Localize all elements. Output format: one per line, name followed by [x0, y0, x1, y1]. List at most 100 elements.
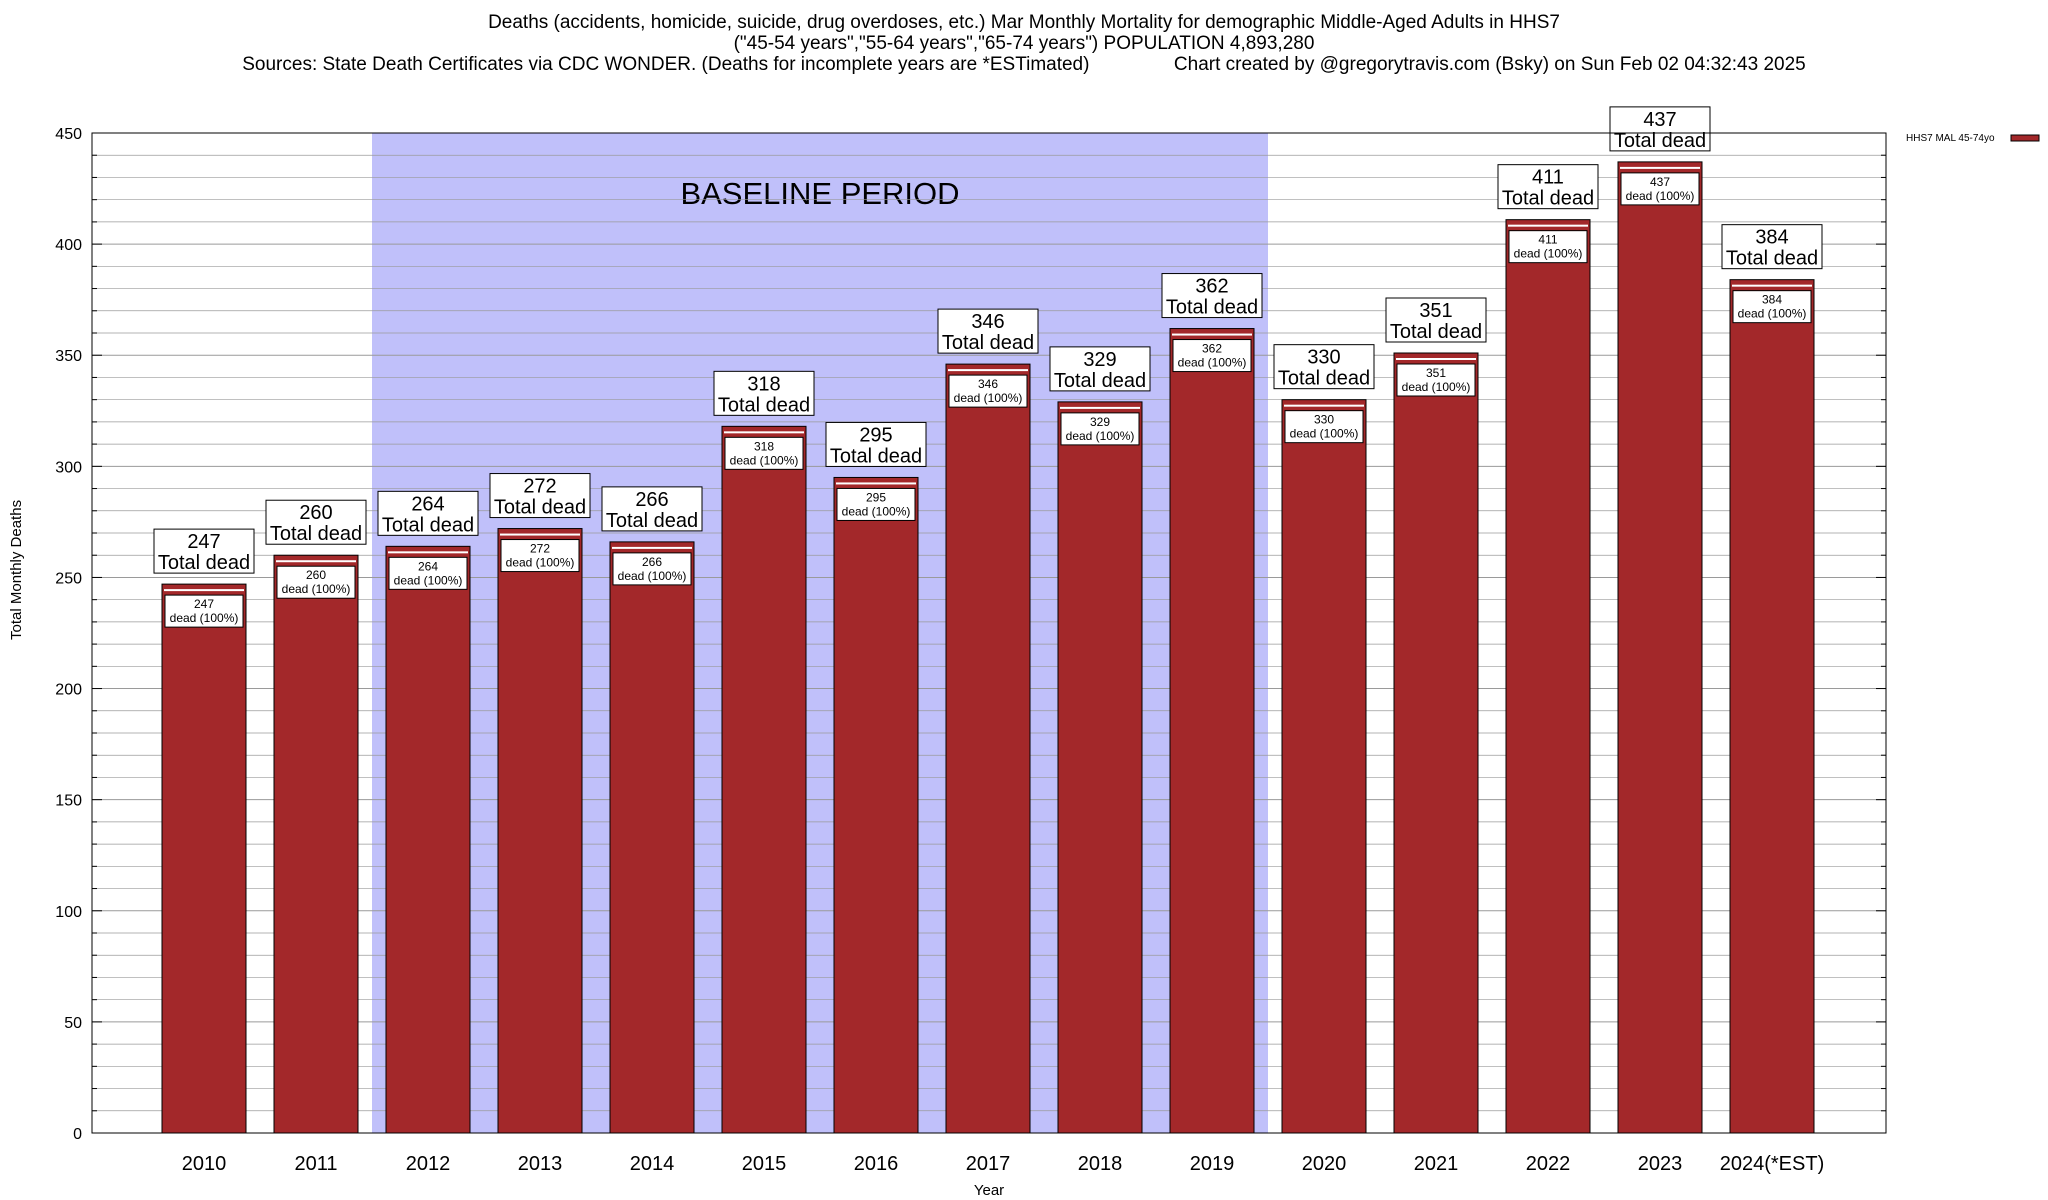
- bar-total-label-box: [825, 421, 927, 467]
- bar-inner-label-box: [164, 594, 244, 628]
- chart-title-line-3: Sources: State Death Certificates via CD…: [242, 54, 1806, 75]
- chart-title-line-2: ("45-54 years","55-64 years","65-74 year…: [733, 33, 1315, 54]
- bar-inner-suffix: dead (100%): [506, 556, 575, 570]
- bar: [273, 554, 359, 1134]
- bar: [497, 528, 583, 1134]
- bar: [385, 545, 471, 1134]
- legend: HHS7 MAL 45-74yo: [1906, 133, 2040, 144]
- bar: [609, 541, 695, 1134]
- bar: [833, 476, 919, 1134]
- bar-total-suffix: Total dead: [830, 445, 922, 467]
- x-tick-label: 2012: [406, 1153, 451, 1175]
- bar-total-suffix: Total dead: [494, 497, 586, 519]
- y-tick-label: 450: [55, 126, 82, 143]
- y-tick-label: 250: [55, 570, 82, 587]
- bar-inner-label-box: [948, 374, 1028, 408]
- bar-total-value: 247: [187, 531, 220, 553]
- x-tick-label: 2014: [630, 1153, 675, 1175]
- bar-total-suffix: Total dead: [606, 510, 698, 532]
- bar: [945, 363, 1031, 1134]
- bar-inner-label-box: [500, 539, 580, 573]
- bar-total-label-box: [601, 486, 703, 532]
- y-tick-label: 200: [55, 682, 82, 699]
- bar-inner-label-box: [1508, 230, 1588, 264]
- bar-total-label-box: [1385, 297, 1487, 343]
- bar-total-label-box: [1273, 344, 1375, 390]
- bar-top-strip: [164, 589, 244, 592]
- bar: [161, 583, 247, 1134]
- y-tick-label: 0: [73, 1126, 82, 1143]
- y-tick-label: 50: [64, 1015, 82, 1032]
- bar-total-value: 437: [1643, 109, 1676, 131]
- bar-total-label-box: [937, 308, 1039, 354]
- bar-top-strip: [1396, 358, 1476, 360]
- x-tick-label: 2010: [182, 1153, 227, 1175]
- bar-top-strip: [500, 533, 580, 536]
- plot-border: [91, 132, 1887, 1134]
- bar-inner-value: 411: [1538, 233, 1557, 247]
- bar-top-strip: [724, 431, 804, 434]
- bar-inner-label-box: [1732, 290, 1812, 324]
- bar-inner-value: 351: [1426, 366, 1446, 380]
- bar-total-suffix: Total dead: [718, 394, 810, 416]
- bar-inner-suffix: dead (100%): [842, 504, 911, 518]
- bar-total-label-box: [1049, 346, 1151, 392]
- y-tick-label: 400: [55, 237, 82, 254]
- x-tick-label: 2020: [1302, 1153, 1347, 1175]
- bar-inner-suffix: dead (100%): [394, 573, 463, 587]
- bar-total-label-box: [1497, 164, 1599, 210]
- bar: [1057, 401, 1143, 1134]
- bar-total-value: 346: [971, 311, 1004, 333]
- bar-total-suffix: Total dead: [270, 523, 362, 545]
- baseline-label: BASELINE PERIOD: [680, 176, 959, 211]
- bar-total-value: 260: [299, 502, 332, 524]
- bar-total-suffix: Total dead: [1502, 188, 1594, 210]
- bar-top-strip: [1284, 404, 1364, 407]
- bar-total-suffix: Total dead: [1390, 321, 1482, 343]
- bar-total-suffix: Total dead: [1278, 368, 1370, 390]
- bar-inner-suffix: dead (100%): [1066, 429, 1135, 443]
- bar-total-label-box: [1161, 273, 1263, 319]
- x-tick-label: 2019: [1190, 1153, 1235, 1175]
- bar-inner-suffix: dead (100%): [730, 453, 799, 467]
- bar-top-strip: [1172, 333, 1252, 336]
- bar-total-value: 264: [411, 493, 444, 515]
- bar-inner-label-box: [1060, 412, 1140, 446]
- bar-total-value: 330: [1307, 347, 1340, 369]
- bar-inner-suffix: dead (100%): [1738, 307, 1807, 321]
- bar-inner-label-box: [724, 436, 804, 470]
- bar-total-label-box: [265, 499, 367, 545]
- bar-total-value: 384: [1755, 227, 1788, 249]
- bar-inner-label-box: [1620, 172, 1700, 206]
- bar-top-strip: [612, 546, 692, 549]
- bar-inner-value: 384: [1762, 293, 1782, 307]
- chart-title-line-1: Deaths (accidents, homicide, suicide, dr…: [488, 12, 1560, 33]
- bar: [1169, 328, 1255, 1134]
- bar-total-suffix: Total dead: [942, 332, 1034, 354]
- y-tick-label: 150: [55, 793, 82, 810]
- legend-swatch: [2010, 134, 2040, 142]
- x-tick-label: 2017: [966, 1153, 1011, 1175]
- bar: [721, 425, 807, 1134]
- bar-inner-value: 295: [866, 490, 886, 504]
- bar-total-suffix: Total dead: [1166, 297, 1258, 319]
- bar-top-strip: [1060, 406, 1140, 409]
- bar-top-strip: [948, 369, 1028, 372]
- bar-total-label-box: [377, 490, 479, 536]
- bar-inner-suffix: dead (100%): [618, 569, 687, 583]
- bar-inner-value: 247: [194, 597, 214, 611]
- bar-inner-suffix: dead (100%): [1626, 189, 1695, 203]
- x-tick-label: 2013: [518, 1153, 563, 1175]
- bar-total-suffix: Total dead: [1726, 248, 1818, 270]
- bar-inner-suffix: dead (100%): [1290, 427, 1359, 441]
- bar-total-label-box: [489, 473, 591, 519]
- bar-total-suffix: Total dead: [1054, 370, 1146, 392]
- x-tick-label: 2021: [1414, 1153, 1459, 1175]
- bar-inner-suffix: dead (100%): [1402, 380, 1471, 394]
- bar-total-label-box: [1721, 224, 1823, 270]
- bar-inner-suffix: dead (100%): [170, 611, 239, 625]
- bar-inner-label-box: [1396, 363, 1476, 397]
- bar-inner-value: 260: [306, 568, 326, 582]
- bar-total-value: 362: [1195, 276, 1228, 298]
- x-axis-label: Year: [974, 1182, 1004, 1199]
